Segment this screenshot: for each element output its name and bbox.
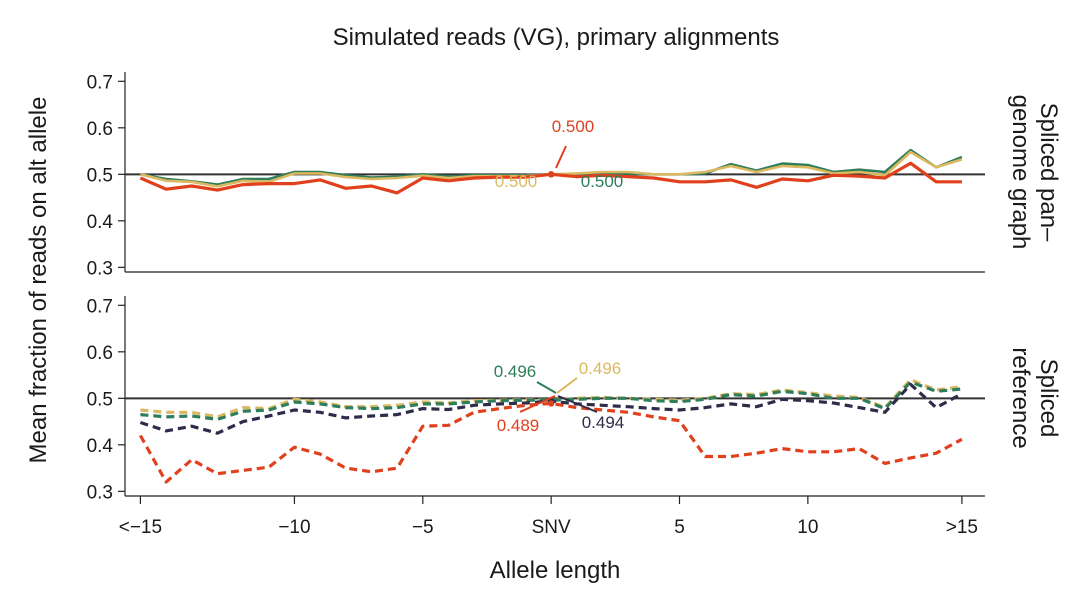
- series-line: [140, 378, 963, 419]
- y-tick-label: 0.7: [87, 72, 113, 93]
- facet-label-line: genome graph: [1007, 95, 1034, 250]
- annotation-label: 0.500: [552, 117, 595, 136]
- annotation-label: 0.500: [495, 172, 538, 191]
- annotation-leader: [536, 381, 557, 394]
- y-tick-label: 0.5: [87, 389, 113, 410]
- chart-title: Simulated reads (VG), primary alignments: [333, 24, 780, 51]
- series-line: [140, 148, 963, 186]
- annotation-label: 0.494: [582, 413, 625, 432]
- annotation-leader: [555, 145, 567, 169]
- y-tick-label: 0.6: [87, 343, 113, 364]
- series-line: [140, 150, 963, 188]
- x-axis: <−15 −10 −5 SNV 5 10 >15: [119, 496, 978, 538]
- snv-point: [547, 171, 555, 178]
- x-tick-label: 10: [797, 517, 818, 538]
- x-tick-label: >15: [946, 517, 978, 538]
- x-tick-label: 5: [674, 517, 685, 538]
- y-tick-label: 0.4: [87, 212, 114, 233]
- annotation-leader: [519, 395, 556, 413]
- annotation-label: 0.489: [497, 416, 540, 435]
- y-tick-label: 0.6: [87, 119, 113, 140]
- y-tick-label: 0.3: [87, 482, 113, 503]
- annotation-group: 0.500 0.500 0.500: [495, 117, 624, 191]
- annotation-label: 0.496: [579, 359, 622, 378]
- x-tick-label: −10: [278, 517, 310, 538]
- annotation-leader: [556, 377, 578, 394]
- panel-spliced-pangenome-graph: 0.3 0.4 0.5 0.6 0.7: [87, 72, 985, 279]
- series-line: [138, 401, 963, 484]
- annotation-group: 0.496 0.496 0.489 0.494: [494, 359, 625, 435]
- annotation-label: 0.500: [581, 172, 624, 191]
- x-tick-label: −5: [412, 517, 434, 538]
- panel-spliced-reference: 0.3 0.4 0.5 0.6 0.7: [87, 296, 985, 503]
- y-tick-label: 0.3: [87, 258, 113, 279]
- facet-label-line: Spliced: [1035, 359, 1062, 438]
- y-tick-label: 0.5: [87, 165, 113, 186]
- facet-label-line: reference: [1007, 347, 1034, 448]
- facet-label-line: Spliced pan–: [1035, 103, 1062, 242]
- y-axis-label: Mean fraction of reads on alt allele: [25, 97, 52, 464]
- y-tick-label: 0.4: [87, 436, 114, 457]
- x-tick-label: <−15: [119, 517, 162, 538]
- x-axis-label: Allele length: [490, 557, 621, 584]
- series-line: [140, 380, 963, 421]
- annotation-label: 0.496: [494, 362, 537, 381]
- annotation-leader: [557, 395, 598, 413]
- x-tick-label: SNV: [532, 517, 571, 538]
- y-tick-label: 0.7: [87, 296, 113, 317]
- snv-point: [547, 400, 555, 407]
